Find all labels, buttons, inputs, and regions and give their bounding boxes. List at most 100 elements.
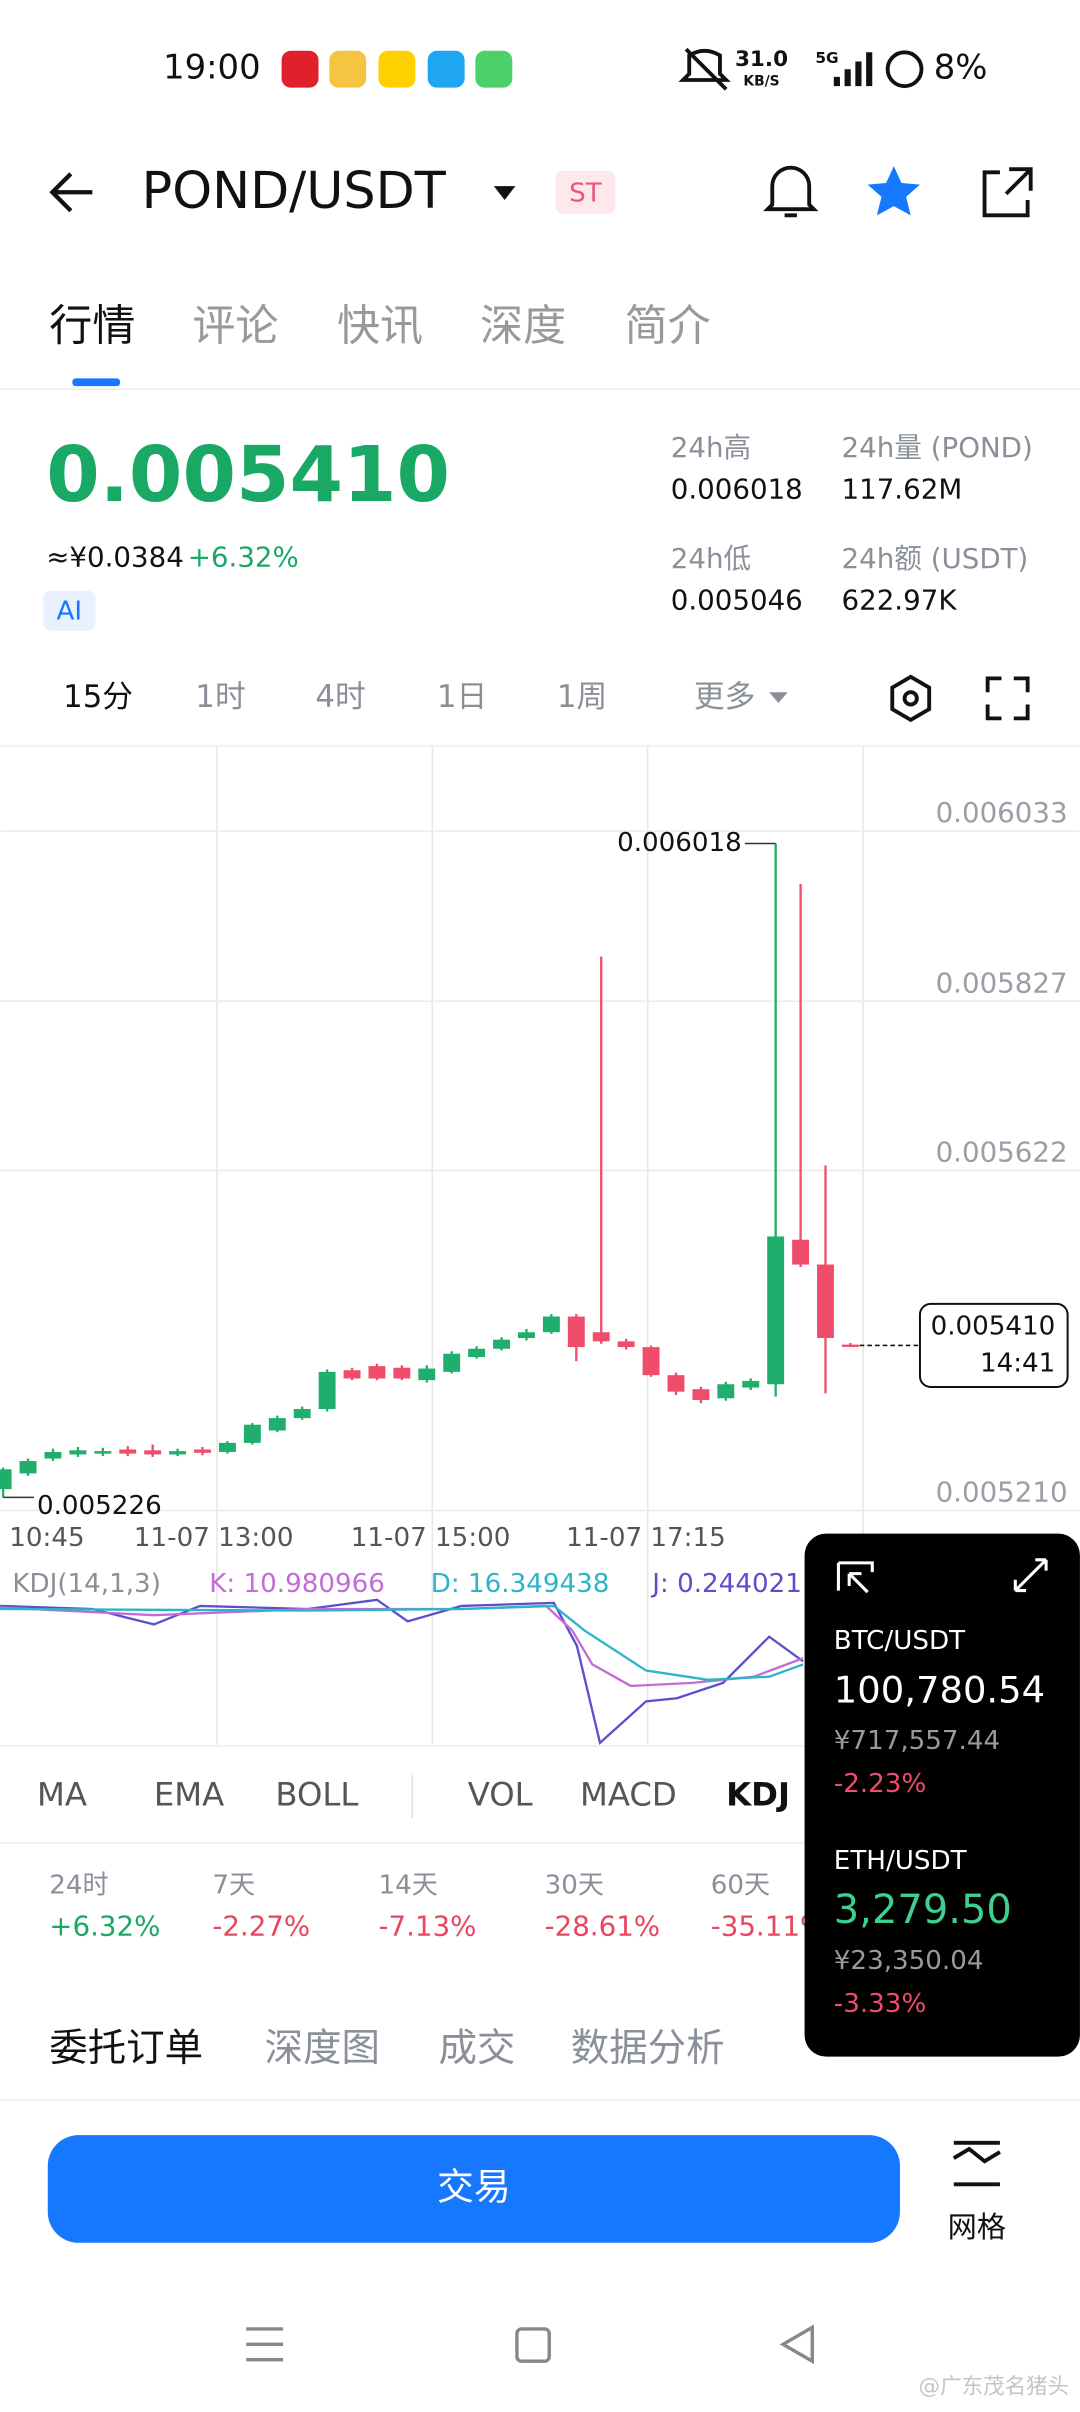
stat-value: 117.62M — [842, 473, 963, 506]
watch-popup[interactable] — [804, 1533, 1080, 2057]
popup-cny[interactable]: ¥717,557.44 — [834, 1726, 1000, 1756]
popup-pair[interactable]: BTC/USDT — [834, 1626, 966, 1656]
perf-label: 30天 — [545, 1870, 604, 1900]
caret[interactable] — [493, 186, 516, 200]
popup-price[interactable]: 3,279.50 — [834, 1887, 1012, 1933]
min-label: 0.005226 — [37, 1491, 162, 1521]
last-price: 0.005410 — [46, 431, 450, 520]
tab[interactable]: 行情 — [49, 302, 135, 352]
current-price: 0.005410 — [931, 1311, 1056, 1341]
candle-body — [642, 1347, 660, 1376]
candle-body — [617, 1341, 635, 1348]
alert[interactable] — [763, 165, 819, 218]
time-label: 10:45 — [9, 1523, 84, 1553]
mute-icon — [678, 47, 731, 91]
indicator[interactable]: EMA — [154, 1776, 224, 1814]
candle-body — [493, 1339, 511, 1349]
signal — [833, 52, 873, 87]
cny-price: ≈¥0.0384 — [46, 540, 184, 573]
popup-change[interactable]: -2.23% — [834, 1769, 926, 1799]
stat-value: 622.97K — [842, 583, 958, 616]
candle-body — [368, 1366, 386, 1379]
max-label: 0.006018 — [617, 828, 742, 858]
interval[interactable]: 1日 — [437, 679, 487, 715]
tab[interactable]: 简介 — [625, 302, 711, 352]
candle-body — [592, 1332, 610, 1342]
kdj-title: KDJ(14,1,3) — [12, 1569, 161, 1599]
candle-body — [742, 1380, 760, 1388]
candle-body — [243, 1424, 261, 1443]
perf-value: -2.27% — [212, 1909, 310, 1942]
candle-body — [717, 1384, 735, 1399]
y-tick-label: 0.005210 — [936, 1476, 1068, 1509]
indicator[interactable]: MACD — [580, 1776, 677, 1814]
tab[interactable]: 评论 — [192, 302, 278, 352]
y-tick-label: 0.005827 — [936, 966, 1068, 999]
ai-bg — [43, 590, 96, 631]
stat-label: 24h高 — [671, 431, 751, 464]
kdj-j: J: 0.244021 — [650, 1569, 802, 1599]
tab-indicator — [72, 378, 121, 387]
pair-title[interactable]: POND/USDT — [142, 161, 447, 220]
candle-body — [418, 1368, 436, 1381]
y-tick-label: 0.005622 — [936, 1136, 1068, 1169]
net-unit: KB/S — [743, 74, 779, 90]
candle-body — [293, 1409, 311, 1419]
order-tab[interactable]: 成交 — [438, 2026, 515, 2071]
interval[interactable]: 1周 — [557, 679, 607, 715]
nav-bar — [246, 2324, 814, 2365]
ai[interactable]: AI — [56, 597, 82, 627]
interval[interactable]: 1时 — [195, 679, 245, 715]
tab[interactable]: 快讯 — [337, 302, 423, 352]
popup-change[interactable]: -3.33% — [834, 1989, 926, 2019]
candle-body — [268, 1418, 286, 1431]
candle-body — [518, 1332, 535, 1339]
order-tab[interactable]: 数据分析 — [571, 2026, 725, 2071]
candle-body — [218, 1442, 236, 1452]
stat-label: 24h额 (USDT) — [842, 542, 1029, 575]
time-label: 11-07 17:15 — [566, 1523, 726, 1553]
candle-body — [318, 1371, 336, 1410]
kdj-d: D: 16.349438 — [431, 1569, 610, 1599]
grid-label[interactable]: 网格 — [948, 2210, 1006, 2244]
favorite[interactable] — [867, 166, 920, 216]
popup-price[interactable]: 100,780.54 — [834, 1669, 1045, 1712]
indicator[interactable]: VOL — [468, 1776, 533, 1814]
fullscreen[interactable] — [985, 676, 1030, 721]
perf-label: 14天 — [378, 1870, 437, 1900]
tab[interactable]: 深度 — [480, 302, 566, 352]
battery: 8% — [934, 48, 988, 87]
candle-body — [692, 1389, 710, 1400]
candle-body — [841, 1344, 859, 1347]
grid-icon[interactable] — [952, 2140, 1001, 2187]
share[interactable] — [982, 167, 1033, 218]
candle-body — [767, 1236, 785, 1385]
popup-controls[interactable] — [836, 1558, 1048, 1594]
clock: 19:00 — [163, 48, 260, 87]
candle-body — [393, 1367, 411, 1379]
settings[interactable] — [890, 674, 932, 723]
indicator[interactable]: KDJ — [726, 1776, 790, 1814]
tag: ST — [569, 178, 603, 208]
interval[interactable]: 更多 — [694, 679, 756, 715]
order-tab[interactable]: 深度图 — [265, 2026, 380, 2071]
trade-button[interactable] — [47, 2135, 900, 2243]
interval[interactable]: 4时 — [315, 679, 365, 715]
interval[interactable]: 15分 — [63, 679, 133, 715]
order-tab[interactable]: 委托订单 — [49, 2026, 203, 2071]
trade-label[interactable]: 交易 — [437, 2165, 511, 2208]
back[interactable] — [49, 172, 93, 213]
popup-cny[interactable]: ¥23,350.04 — [834, 1946, 984, 1976]
perf-label: 24时 — [49, 1870, 108, 1900]
indicator[interactable]: MA — [37, 1776, 87, 1814]
indicator[interactable]: BOLL — [275, 1776, 358, 1814]
stat-value: 0.005046 — [671, 583, 803, 616]
popup-pair[interactable]: ETH/USDT — [834, 1846, 968, 1876]
candle-body — [567, 1316, 585, 1348]
kdj-lines — [0, 1598, 804, 1746]
candle-body — [667, 1375, 685, 1392]
more-caret[interactable] — [769, 692, 788, 703]
candle-body — [0, 1469, 12, 1490]
